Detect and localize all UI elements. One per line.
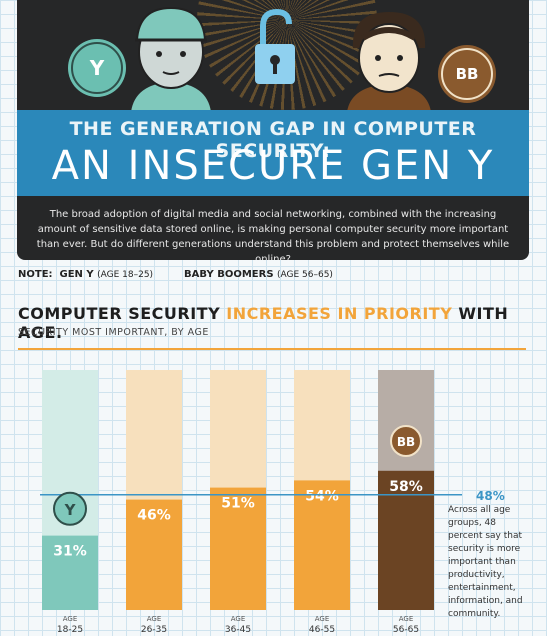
bar-value-label: 46% [137,508,171,524]
bar-46-55 [294,480,350,610]
chart-subtitle: SECURITY MOST IMPORTANT, BY AGE [18,327,209,338]
bar-56-65 [378,470,434,610]
baby-boomers-marker-icon [390,425,422,457]
bar-value-label: 51% [221,496,255,512]
x-tick-prefix: AGE [63,615,78,623]
x-tick-prefix: AGE [315,615,330,623]
note-line: NOTE: GEN Y (AGE 18–25) BABY BOOMERS (AG… [18,269,333,280]
bar-36-45 [210,487,266,610]
bar-26-35 [126,499,182,610]
x-tick-label: 26-35 [141,625,167,635]
baby-boomers-badge-icon: BB [441,48,493,100]
title-band: THE GENERATION GAP IN COMPUTER SECURITY:… [17,110,529,196]
reference-note: Across all age groups, 48 percent say th… [448,505,523,619]
padlock-icon [255,8,295,84]
intro-paragraph: The broad adoption of digital media and … [36,209,510,260]
headline-line-2: AN INSECURE GEN Y [51,143,495,189]
bar-18-25 [42,535,98,610]
x-tick-label: 46-55 [309,625,335,635]
note-label: NOTE: [18,269,53,280]
gen-y-character-icon [131,6,211,112]
gen-y-badge-icon: Y [71,42,123,94]
x-tick-prefix: AGE [399,615,414,623]
baby-boomer-character-icon [347,12,431,112]
x-tick-prefix: AGE [147,615,162,623]
bar-value-label: 58% [389,479,423,495]
title-part-2: WITH AGE. [18,304,509,342]
baby-boomers-marker-label: BB [397,435,415,449]
gen-y-marker-icon [53,491,87,526]
section-divider [18,348,526,350]
title-part-1: COMPUTER SECURITY [18,304,227,323]
note-geny-age: (AGE 18–25) [97,270,154,280]
title-highlight: INCREASES IN PRIORITY [226,304,453,323]
note-geny: GEN Y [59,269,94,280]
x-tick-label: 56-65 [393,625,419,635]
hero-banner: Y BB THE GENERATION GAP IN COMPUTER SECU… [17,0,529,260]
x-tick-label: 36-45 [225,625,251,635]
headline-line-1: THE GENERATION GAP IN COMPUTER SECURITY: [69,118,477,162]
x-tick-prefix: AGE [231,615,246,623]
bar-value-label: 54% [305,488,339,504]
section-title: COMPUTER SECURITY INCREASES IN PRIORITY … [18,304,547,342]
note-boomers: BABY BOOMERS [184,269,274,280]
reference-label: 48% [476,489,505,503]
gen-y-marker-label: Y [64,501,77,519]
note-boomers-age: (AGE 56–65) [277,270,333,280]
bar-value-label: 31% [53,544,87,560]
x-tick-label: 18-25 [57,625,83,635]
